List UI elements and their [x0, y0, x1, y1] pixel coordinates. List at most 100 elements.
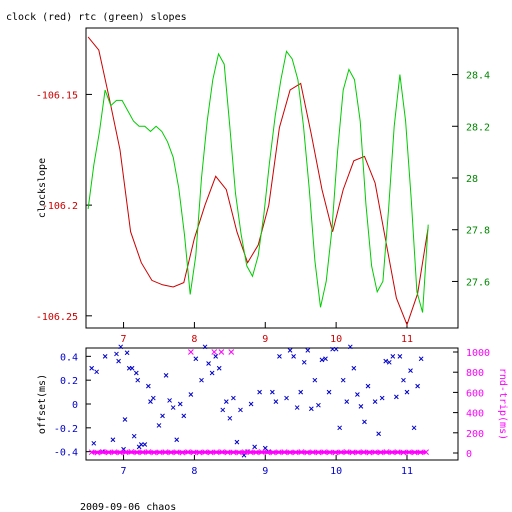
- offset-point: [323, 356, 328, 362]
- offset-point-stroke: [362, 419, 367, 425]
- offset-point-stroke: [390, 353, 396, 359]
- offset-point: [390, 353, 396, 359]
- x-tick-label: 10: [330, 334, 342, 345]
- y2-tick-label: 27.6: [466, 277, 490, 288]
- y-tick-label: 0: [72, 400, 78, 411]
- rndtrip-label: rnd-trip(ms): [497, 368, 508, 440]
- y-tick-label: 0.4: [60, 352, 78, 363]
- offset-point: [312, 377, 318, 383]
- offset-point: [193, 356, 199, 362]
- offset-point-stroke: [163, 373, 169, 378]
- y-tick-label: -106.25: [36, 312, 78, 323]
- offset-point: [383, 358, 389, 364]
- offset-point-stroke: [376, 431, 381, 437]
- offset-point: [404, 389, 410, 395]
- offset-point: [284, 395, 289, 401]
- offset-point-stroke: [241, 452, 247, 458]
- offset-point: [372, 399, 378, 404]
- offset-point: [347, 344, 353, 350]
- offset-point-stroke: [337, 425, 343, 431]
- offset-point-stroke: [174, 437, 180, 443]
- offset-point-stroke: [94, 369, 99, 375]
- offset-point-stroke: [408, 368, 413, 373]
- offset-point-stroke: [91, 440, 97, 446]
- offset-point: [257, 389, 262, 395]
- offset-point-stroke: [397, 353, 403, 359]
- y-tick-label: 0.2: [60, 376, 78, 387]
- y-tick-label: -106.2: [42, 201, 78, 212]
- x-tick-label: 9: [262, 334, 268, 345]
- offset-point: [273, 399, 279, 404]
- offset-point: [308, 406, 314, 412]
- offset-point: [122, 417, 128, 422]
- offset-point: [133, 370, 139, 376]
- offset-point-stroke: [386, 359, 392, 365]
- offset-point-stroke: [312, 377, 318, 383]
- offset-point-stroke: [188, 392, 194, 397]
- rndtrip-point: [218, 349, 225, 355]
- offset-point: [234, 439, 240, 445]
- x-tick-label: 8: [191, 334, 197, 345]
- offset-point: [199, 377, 204, 383]
- x-tick-label: 11: [401, 334, 413, 345]
- y2-tick-label: 400: [466, 409, 484, 420]
- offset-point-stroke: [344, 399, 350, 404]
- offset-point-stroke: [287, 348, 293, 353]
- offset-series: [88, 344, 429, 458]
- offset-point: [351, 365, 357, 371]
- x-tick-label: 7: [121, 466, 127, 477]
- offset-point: [188, 392, 194, 397]
- offset-point: [116, 358, 121, 364]
- offset-point: [110, 437, 116, 443]
- offset-point-stroke: [89, 365, 95, 371]
- offset-label: offset(ms): [37, 374, 48, 434]
- rndtrip-point: [188, 349, 194, 355]
- offset-point: [138, 442, 144, 447]
- offset-point: [174, 437, 180, 443]
- offset-point: [167, 398, 172, 403]
- offset-point-stroke: [148, 399, 153, 404]
- x-tick-label: 9: [262, 466, 268, 477]
- offset-x-axis: 7 8 9 10 11: [121, 455, 413, 477]
- offset-point-stroke: [270, 389, 275, 395]
- rndtrip-point-stroke: [228, 349, 235, 355]
- x-tick-label: 8: [191, 466, 197, 477]
- offset-point-stroke: [167, 398, 172, 403]
- offset-point: [358, 404, 364, 409]
- offset-point: [156, 423, 162, 428]
- offset-point-stroke: [135, 377, 141, 383]
- rtc-y-axis: 27.6 27.8 28 28.2 28.4: [452, 71, 490, 288]
- offset-point-stroke: [333, 346, 339, 352]
- offset-point: [291, 353, 296, 359]
- offset-point: [294, 405, 300, 410]
- offset-point: [227, 415, 233, 421]
- rndtrip-point: [211, 349, 218, 355]
- offset-point-stroke: [298, 389, 304, 395]
- offset-point-stroke: [252, 444, 257, 450]
- offset-point: [326, 389, 332, 395]
- offset-point: [252, 444, 257, 450]
- slope-series: [87, 36, 429, 327]
- offset-point-stroke: [142, 442, 148, 447]
- offset-point: [401, 377, 406, 383]
- offset-point-stroke: [319, 357, 325, 363]
- offset-point: [362, 419, 367, 425]
- rndtrip-point-stroke: [211, 349, 218, 355]
- offset-point-stroke: [199, 377, 204, 383]
- offset-point: [213, 353, 219, 359]
- offset-point-stroke: [351, 365, 357, 371]
- offset-point-stroke: [305, 348, 311, 353]
- offset-point: [411, 425, 417, 431]
- offset-point: [298, 389, 304, 395]
- offset-point: [209, 370, 215, 376]
- offset-point-stroke: [209, 370, 215, 376]
- slope-x-axis: 7 8 9 10 11: [121, 322, 413, 345]
- offset-point: [355, 392, 360, 397]
- offset-point: [340, 377, 346, 383]
- offset-point-stroke: [326, 389, 332, 395]
- offset-point: [146, 383, 151, 389]
- offset-point-stroke: [114, 351, 119, 357]
- offset-point: [94, 369, 99, 375]
- y2-tick-label: 200: [466, 429, 484, 440]
